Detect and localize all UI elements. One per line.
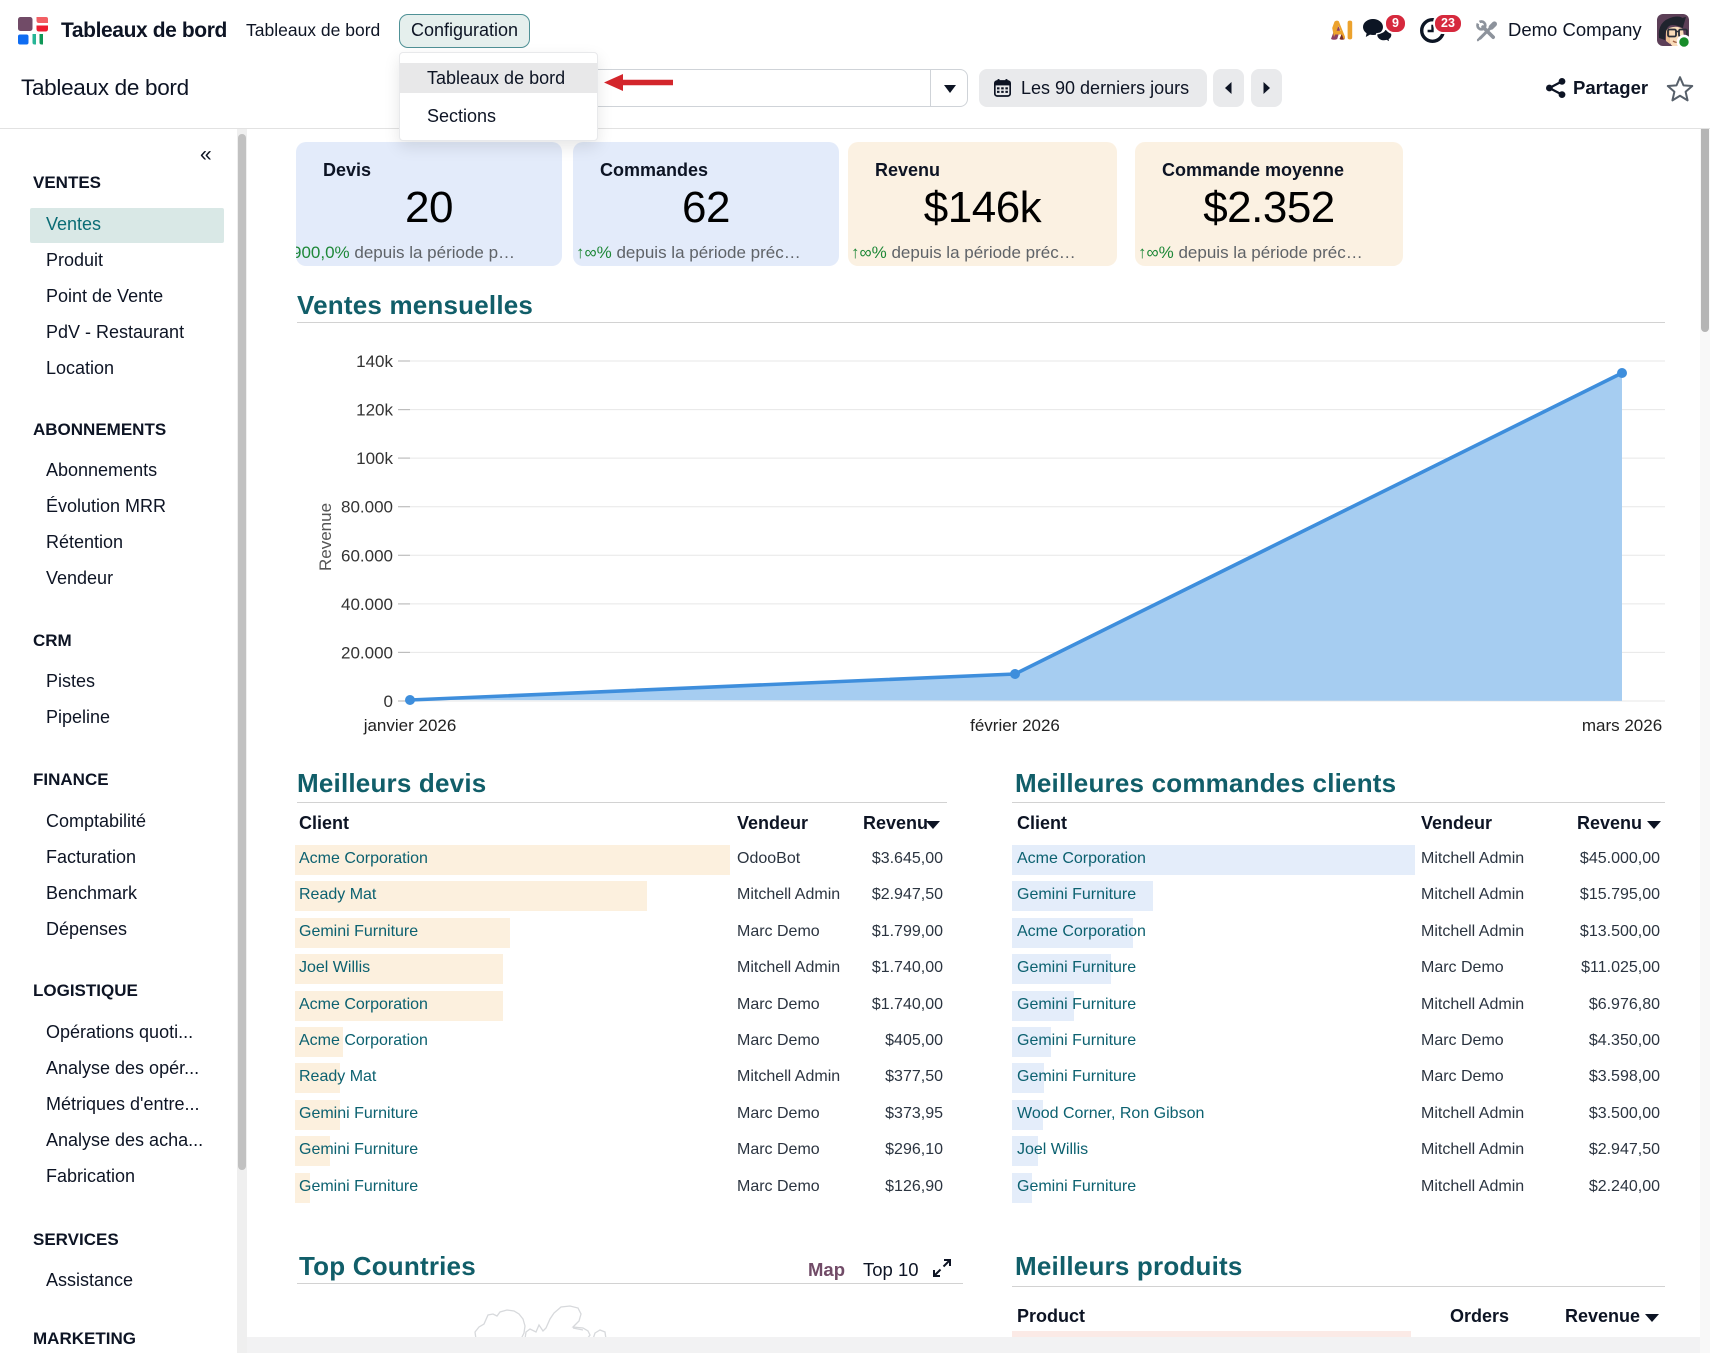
- svg-text:140k: 140k: [356, 352, 393, 371]
- svg-text:0: 0: [384, 692, 393, 711]
- svg-text:20.000: 20.000: [341, 643, 393, 662]
- svg-text:mars 2026: mars 2026: [1582, 716, 1662, 735]
- svg-text:janvier 2026: janvier 2026: [363, 716, 457, 735]
- svg-text:100k: 100k: [356, 449, 393, 468]
- svg-text:60.000: 60.000: [341, 546, 393, 565]
- svg-text:Revenue: Revenue: [316, 503, 335, 571]
- svg-text:février 2026: février 2026: [970, 716, 1060, 735]
- svg-text:40.000: 40.000: [341, 595, 393, 614]
- svg-text:120k: 120k: [356, 401, 393, 420]
- svg-text:80.000: 80.000: [341, 498, 393, 517]
